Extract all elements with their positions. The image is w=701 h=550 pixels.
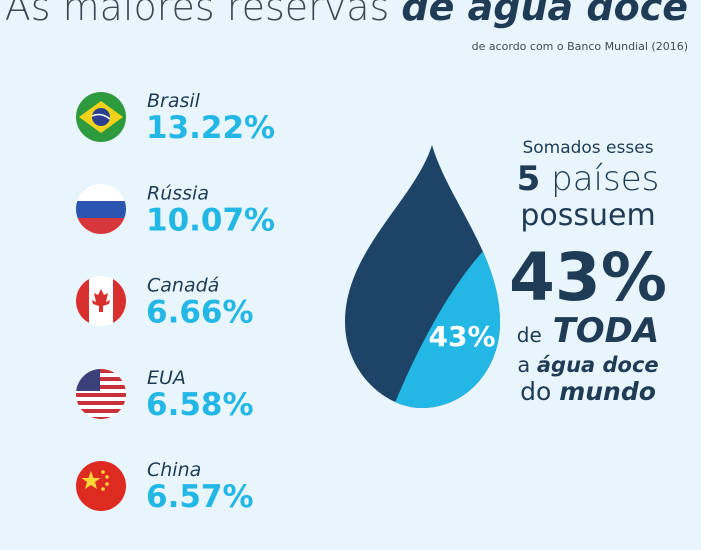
drop-label: 43% — [428, 320, 495, 353]
summary-text: países — [551, 159, 659, 199]
country-share: 6.58% — [146, 387, 254, 423]
summary-line: a água doce — [517, 353, 658, 377]
country-share: 6.57% — [146, 479, 254, 515]
summary-line: 5 países — [517, 159, 660, 199]
summary-text: a — [517, 353, 530, 377]
summary-text: de — [517, 323, 542, 347]
title: As maiores reservas de água doce — [5, 0, 688, 29]
country-name: Canadá — [147, 275, 219, 297]
water-drop — [345, 145, 500, 408]
summary-line: possuem — [520, 198, 655, 233]
flag-russia — [76, 184, 126, 234]
summary: Somados esses 5 países possuem 43% de TO… — [509, 138, 667, 406]
country-name: EUA — [147, 367, 186, 389]
flag-china — [76, 461, 126, 511]
title-bold: de água doce — [401, 0, 688, 29]
flag-canada — [76, 276, 126, 326]
country-list: Brasil13.22%Rússia10.07%Canadá6.66%EUA6.… — [146, 90, 275, 515]
country-name: Brasil — [147, 90, 201, 112]
title-regular: As maiores reservas — [5, 0, 390, 29]
flag-usa — [76, 369, 126, 419]
summary-share: 43% — [509, 239, 667, 316]
country-share: 10.07% — [146, 202, 275, 238]
flag-brazil — [76, 92, 126, 142]
summary-emphasis: TODA — [553, 311, 660, 351]
summary-emphasis: mundo — [559, 377, 656, 406]
summary-line: de TODA — [517, 311, 659, 351]
country-name: Rússia — [147, 182, 209, 204]
summary-line: Somados esses — [522, 138, 653, 158]
summary-line: do mundo — [520, 377, 656, 406]
summary-emphasis: água doce — [537, 353, 659, 377]
summary-text: do — [520, 377, 551, 406]
country-share: 6.66% — [146, 295, 254, 331]
country-share: 13.22% — [146, 110, 275, 146]
country-name: China — [147, 459, 201, 481]
subtitle: de acordo com o Banco Mundial (2016) — [472, 40, 688, 53]
summary-count: 5 — [517, 159, 541, 199]
